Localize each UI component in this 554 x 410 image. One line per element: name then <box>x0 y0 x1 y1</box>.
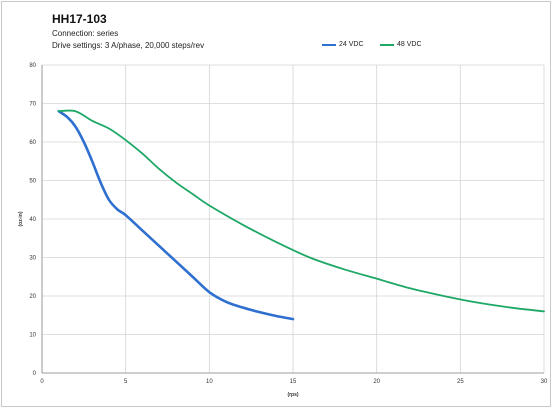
x-tick-label: 20 <box>373 379 380 385</box>
series-line-48-vdc <box>57 109 545 313</box>
legend-item-24vdc: 24 VDC <box>322 41 364 48</box>
y-tick-label: 30 <box>29 256 36 262</box>
series-line-24-vdc <box>57 109 295 321</box>
chart-subtitle-drive-settings: Drive settings: 3 A/phase, 20,000 steps/… <box>52 41 205 50</box>
y-tick-label: 20 <box>29 294 36 300</box>
x-tick-label: 30 <box>541 379 548 385</box>
x-tick-label: 10 <box>206 379 213 385</box>
y-tick-label: 50 <box>29 179 36 185</box>
legend-item-48vdc: 48 VDC <box>380 41 422 48</box>
y-tick-label: 40 <box>29 217 36 223</box>
y-tick-label: 80 <box>29 63 36 69</box>
y-tick-label: 60 <box>29 140 36 146</box>
chart-title: HH17-103 <box>52 12 107 26</box>
chart-subtitle-connection: Connection: series <box>52 29 119 38</box>
legend-swatch-24vdc <box>322 43 336 46</box>
y-tick-label: 0 <box>33 371 37 377</box>
y-tick-label: 10 <box>29 333 36 339</box>
y-tick-label: 70 <box>29 102 36 108</box>
x-tick-label: 5 <box>124 379 128 385</box>
y-axis-label: (oz-in) <box>18 211 24 226</box>
legend-label-24vdc: 24 VDC <box>339 41 364 48</box>
x-tick-label: 25 <box>457 379 464 385</box>
x-tick-label: 0 <box>40 379 44 385</box>
x-axis-label: (rps) <box>287 392 298 398</box>
legend-label-48vdc: 48 VDC <box>397 41 422 48</box>
x-tick-label: 15 <box>290 379 297 385</box>
legend-swatch-48vdc <box>380 43 394 46</box>
